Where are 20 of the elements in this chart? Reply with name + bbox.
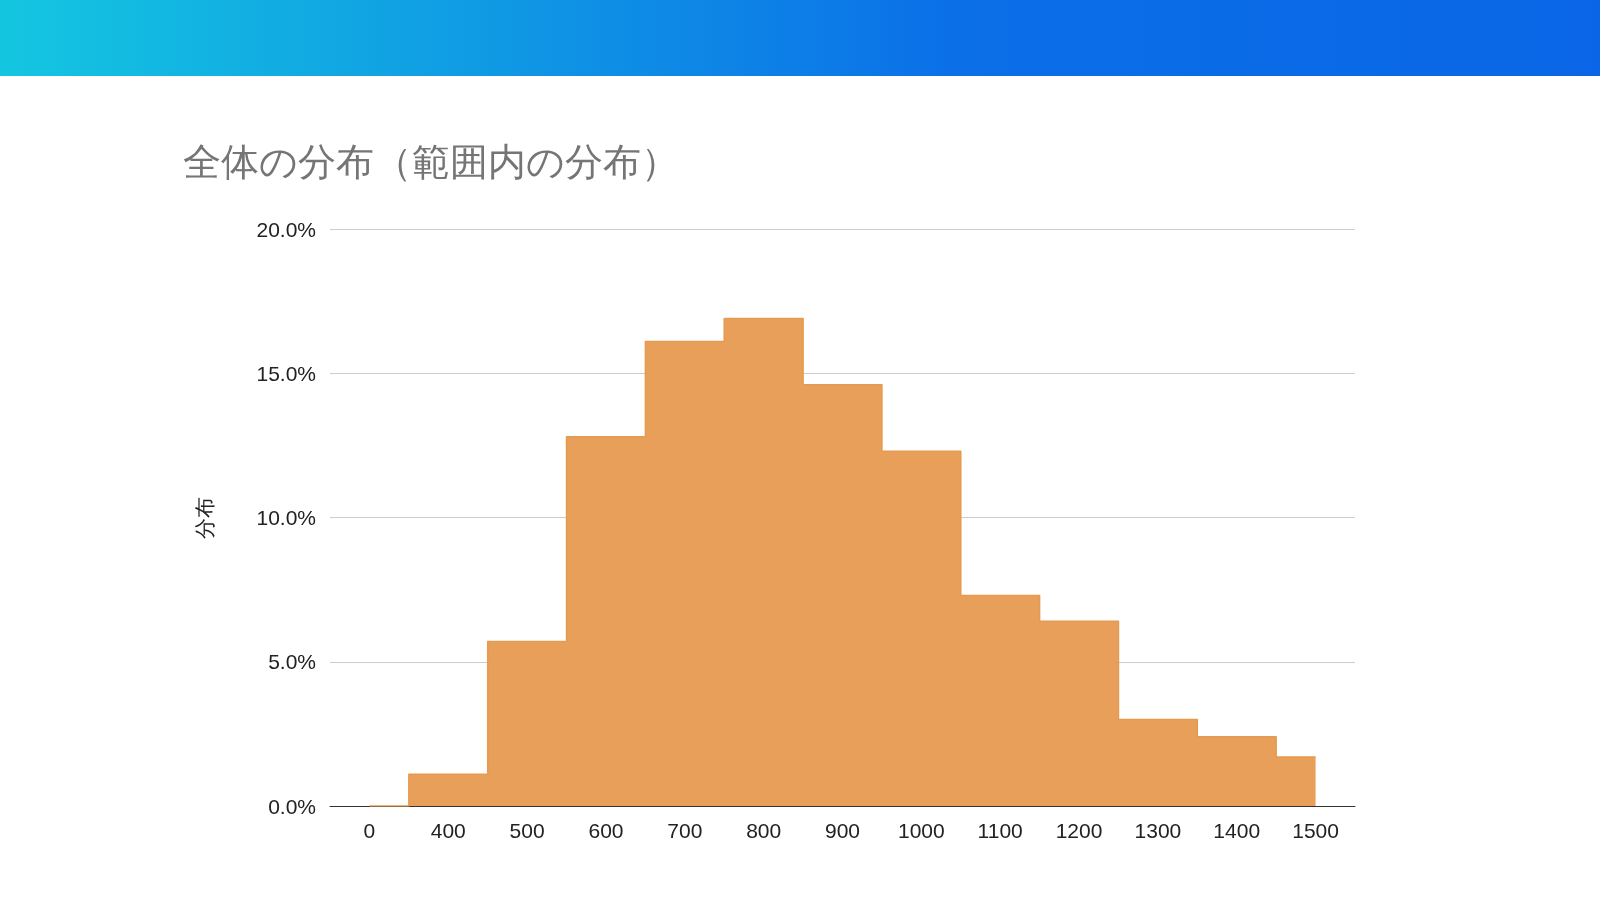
x-tick-label: 1400 — [1213, 819, 1261, 842]
y-tick-label: 0.0% — [268, 794, 316, 818]
x-tick-label: 1100 — [977, 819, 1023, 842]
y-tick-label: 5.0% — [268, 650, 316, 674]
x-tick-label: 600 — [588, 819, 624, 842]
x-tick-label: 1000 — [897, 819, 945, 842]
x-tick-label: 800 — [746, 819, 782, 842]
x-tick-label: 1500 — [1292, 819, 1339, 842]
x-tick-label: 1300 — [1134, 819, 1182, 842]
x-tick-label: 400 — [430, 819, 466, 842]
y-axis-title: 分布 — [192, 496, 217, 539]
y-tick-label: 20.0% — [256, 217, 316, 241]
x-tick-label: 700 — [667, 819, 703, 842]
x-tick-label: 500 — [509, 819, 545, 842]
chart-title: 全体の分布（範囲内の分布） — [183, 140, 679, 184]
y-tick-label: 10.0% — [256, 506, 316, 529]
x-tick-label: 1200 — [1055, 819, 1103, 842]
x-tick-label: 0 — [363, 819, 376, 842]
x-tick-label: 900 — [824, 819, 861, 842]
y-tick-label: 15.0% — [256, 361, 316, 385]
